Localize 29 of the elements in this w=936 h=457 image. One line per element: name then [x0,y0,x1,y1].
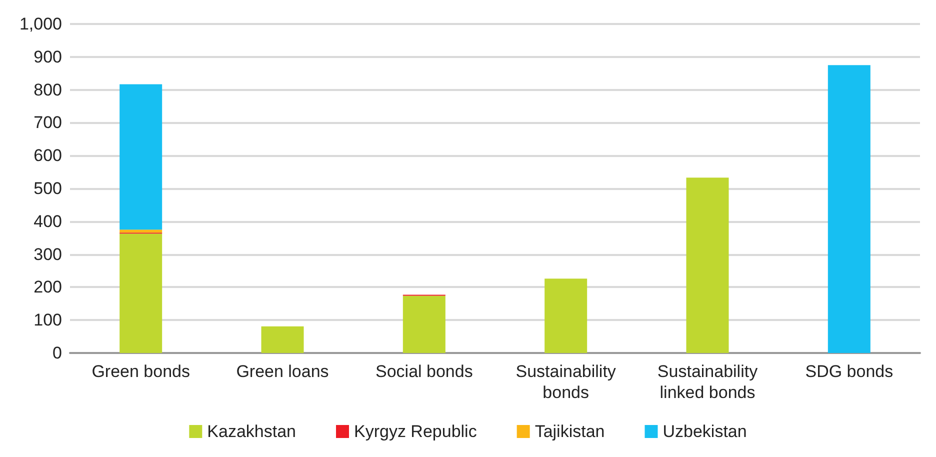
y-tick-label: 200 [34,278,62,297]
y-tick-label: 100 [34,310,62,330]
y-tick-label: 600 [34,146,62,166]
bar [120,230,162,233]
legend-label: Kazakhstan [207,422,296,441]
legend-label: Uzbekistan [662,422,747,441]
legend-label: Kyrgyz Republic [354,422,478,441]
x-tick-label: Sustainability bonds [516,362,616,402]
y-tick-label: 400 [34,212,62,231]
x-tick-label: Green bonds [92,362,190,381]
y-tick-label: 500 [34,179,62,198]
y-tick-label: 800 [34,80,62,100]
x-tick-label: Sustainability linked bonds [657,362,758,402]
x-tick-label: Social bonds [375,362,473,381]
bar [120,234,162,353]
y-tick-label: 700 [34,113,62,132]
y-tick-label: 1,000 [19,14,62,34]
y-tick-label: 300 [34,244,62,264]
legend-label: Tajikistan [534,422,605,441]
x-tick-label: Green loans [236,362,329,381]
bar [402,296,446,353]
bar [120,84,162,230]
bar [261,326,304,353]
x-tick-label: SDG bonds [805,362,894,381]
bar [544,278,588,353]
y-tick-label: 0 [52,344,62,362]
bar [686,178,729,353]
y-tick-label: 900 [34,47,62,66]
bar [828,65,870,353]
